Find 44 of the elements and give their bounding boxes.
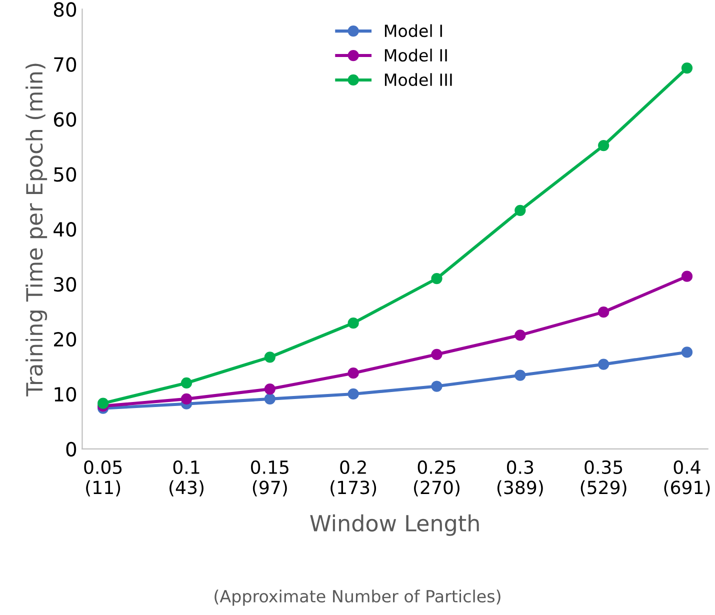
point bbox=[431, 273, 442, 284]
x-tick-label: 0.05 (11) bbox=[84, 460, 122, 496]
x-tick-label: 0.4 (691) bbox=[664, 460, 710, 496]
y-tick-label: 80 bbox=[54, 2, 76, 17]
x-tick-label: 0.25 (270) bbox=[414, 460, 460, 496]
point bbox=[180, 393, 192, 404]
y-tick-label: 30 bbox=[54, 277, 76, 292]
point bbox=[598, 306, 610, 318]
point bbox=[264, 393, 276, 404]
point bbox=[180, 377, 192, 389]
legend-label: Model III bbox=[384, 73, 452, 86]
y-tick-label: 20 bbox=[54, 332, 76, 347]
legend-label: Model II bbox=[384, 48, 447, 62]
point bbox=[348, 368, 359, 379]
x-axis-title: Window Length bbox=[310, 514, 479, 536]
point bbox=[264, 352, 276, 363]
point bbox=[514, 330, 526, 341]
x-tick-label: 0.1 (43) bbox=[170, 460, 204, 496]
y-tick-label: 50 bbox=[54, 167, 76, 182]
text: (Approximate Number of Particles) bbox=[214, 590, 500, 606]
point bbox=[681, 346, 693, 358]
x-tick-label: 0.3 (389) bbox=[497, 460, 543, 496]
point bbox=[348, 388, 359, 400]
point bbox=[598, 358, 610, 370]
point bbox=[431, 380, 442, 392]
y-tick-label: 40 bbox=[54, 222, 76, 237]
y-tick-label: 70 bbox=[54, 57, 76, 72]
y-tick-label: 0 bbox=[66, 442, 76, 457]
point bbox=[514, 204, 526, 216]
point bbox=[264, 383, 276, 395]
point bbox=[598, 140, 610, 152]
point bbox=[98, 398, 109, 409]
point bbox=[681, 270, 693, 282]
point bbox=[514, 370, 526, 381]
y-axis-title: Training Time per Epoch (min) bbox=[26, 64, 48, 396]
y-tick-label: 60 bbox=[54, 112, 76, 127]
x-tick-label: 0.2 (173) bbox=[330, 460, 376, 496]
x-tick-label: 0.35 (529) bbox=[580, 460, 626, 496]
y-tick-label: 10 bbox=[54, 386, 76, 402]
x-tick-label: 0.15 (97) bbox=[251, 460, 288, 496]
point bbox=[431, 348, 442, 360]
point bbox=[348, 318, 359, 329]
legend-label: Model I bbox=[384, 24, 442, 38]
point bbox=[681, 62, 693, 74]
